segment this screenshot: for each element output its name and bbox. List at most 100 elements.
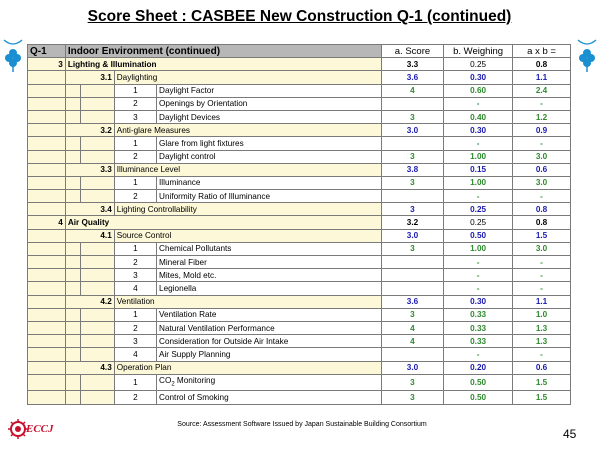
table-row: 4 Legionella - - <box>27 281 571 296</box>
indent-cell <box>27 390 66 405</box>
weighing-cell: 0.50 <box>443 373 514 392</box>
table-row: 3.1 Daylighting 3.6 0.30 1.1 <box>27 70 571 85</box>
subcategory-number: 3.3 <box>64 162 115 177</box>
table-row: 4.1 Source Control 3.0 0.50 1.5 <box>27 228 571 243</box>
weighing-cell: 1.00 <box>443 175 514 191</box>
table-row: 4.3 Operation Plan 3.0 0.20 0.6 <box>27 360 571 375</box>
item-number: 1 <box>113 136 158 151</box>
indent-cell <box>27 268 66 283</box>
product-cell: - <box>512 96 571 111</box>
indent-cell <box>64 268 82 283</box>
subcategory-number: 4.1 <box>64 228 115 243</box>
clover-ornament-icon <box>577 39 597 72</box>
product-cell: 1.5 <box>512 373 571 392</box>
item-number: 1 <box>113 175 158 191</box>
indent-cell <box>27 281 66 296</box>
item-number: 3 <box>113 109 158 125</box>
score-cell: 4 <box>380 334 445 349</box>
indent-cell <box>64 241 82 257</box>
score-cell <box>380 268 445 283</box>
indent-cell <box>27 83 66 98</box>
score-cell: 3 <box>380 373 445 392</box>
item-label: Air Supply Planning <box>156 347 382 362</box>
indent-cell <box>27 70 66 85</box>
indent-cell <box>64 334 82 349</box>
item-label: Ventilation Rate <box>156 307 382 322</box>
item-number: 2 <box>113 320 158 336</box>
score-cell: 3 <box>380 390 445 405</box>
indent-cell <box>27 241 66 257</box>
item-number: 2 <box>113 390 158 405</box>
score-cell <box>380 136 445 151</box>
item-label: Uniformity Ratio of Illuminance <box>156 189 382 204</box>
product-cell: 1.1 <box>512 294 571 309</box>
page-number: 45 <box>563 427 577 441</box>
score-cell: 3 <box>380 175 445 191</box>
indent-cell <box>80 347 115 362</box>
section-code: Q-1 <box>27 43 66 59</box>
item-number: 2 <box>113 96 158 111</box>
score-cell: 3 <box>380 109 445 125</box>
table-row: 1 Ventilation Rate 3 0.33 1.0 <box>27 307 571 322</box>
score-cell: 3 <box>380 202 445 217</box>
score-cell: 3.0 <box>380 228 445 243</box>
indent-cell <box>27 347 66 362</box>
score-cell <box>380 281 445 296</box>
product-cell: 0.9 <box>512 123 571 138</box>
indent-cell <box>64 307 82 322</box>
product-cell: 1.2 <box>512 109 571 125</box>
indent-cell <box>64 149 82 164</box>
category-label: Air Quality <box>64 215 382 230</box>
table-row: 3 Daylight Devices 3 0.40 1.2 <box>27 109 571 125</box>
subcategory-number: 4.2 <box>64 294 115 309</box>
product-cell: 0.6 <box>512 162 571 177</box>
subcategory-number: 3.4 <box>64 202 115 217</box>
weighing-cell: 0.30 <box>443 123 514 138</box>
product-cell: 1.3 <box>512 334 571 349</box>
indent-cell <box>64 189 82 204</box>
section-title: Indoor Environment (continued) <box>64 43 382 59</box>
item-number: 3 <box>113 334 158 349</box>
item-number: 4 <box>113 347 158 362</box>
product-cell: 1.0 <box>512 307 571 322</box>
indent-cell <box>80 268 115 283</box>
item-label: Daylight Factor <box>156 83 382 98</box>
product-cell: - <box>512 281 571 296</box>
score-cell <box>380 189 445 204</box>
indent-cell <box>80 254 115 270</box>
column-header-weighing: b. Weighing <box>443 43 514 59</box>
indent-cell <box>64 373 82 392</box>
table-row: 2 Natural Ventilation Performance 4 0.33 1.3 <box>27 320 571 336</box>
product-cell: - <box>512 189 571 204</box>
subcategory-number: 3.2 <box>64 123 115 138</box>
indent-cell <box>80 307 115 322</box>
table-row: 1 Glare from light fixtures - - <box>27 136 571 151</box>
indent-cell <box>64 83 82 98</box>
score-cell: 3.6 <box>380 294 445 309</box>
score-cell: 3.2 <box>380 215 445 230</box>
item-label: Legionella <box>156 281 382 296</box>
weighing-cell: 1.00 <box>443 241 514 257</box>
item-label: Daylight control <box>156 149 382 164</box>
product-cell: - <box>512 268 571 283</box>
product-cell: 0.8 <box>512 202 571 217</box>
product-cell: - <box>512 254 571 270</box>
weighing-cell: 0.50 <box>443 228 514 243</box>
subcategory-label: Daylighting <box>113 70 382 85</box>
indent-cell <box>64 281 82 296</box>
indent-cell <box>27 320 66 336</box>
table-row: 4 Air Supply Planning - - <box>27 347 571 362</box>
weighing-cell: 0.20 <box>443 360 514 375</box>
score-cell: 3 <box>380 307 445 322</box>
indent-cell <box>27 123 66 138</box>
indent-cell <box>80 373 115 392</box>
table-row: 1 Illuminance 3 1.00 3.0 <box>27 175 571 191</box>
indent-cell <box>27 373 66 392</box>
indent-cell <box>80 175 115 191</box>
weighing-cell: - <box>443 268 514 283</box>
weighing-cell: - <box>443 136 514 151</box>
indent-cell <box>80 189 115 204</box>
table-row: 4.2 Ventilation 3.6 0.30 1.1 <box>27 294 571 309</box>
subcategory-label: Anti-glare Measures <box>113 123 382 138</box>
weighing-cell: 1.00 <box>443 149 514 164</box>
